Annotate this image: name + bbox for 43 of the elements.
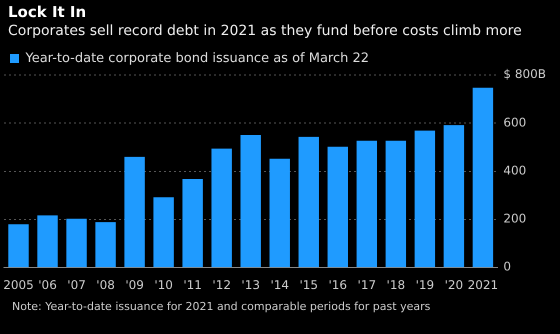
- x-tick-label: '16: [328, 278, 348, 292]
- y-tick-label: 200: [503, 212, 526, 226]
- x-tick-label: '06: [38, 278, 57, 292]
- x-tick-label: 2021: [468, 278, 498, 292]
- bar: [472, 88, 494, 268]
- bar: [37, 215, 58, 268]
- bar: [270, 158, 290, 268]
- bar: [8, 224, 29, 268]
- bar: [182, 179, 203, 268]
- y-tick-label: 400: [503, 163, 526, 178]
- x-tick-label: '19: [416, 278, 434, 292]
- x-tick-label: '10: [154, 278, 173, 292]
- x-tick-label: '14: [270, 278, 290, 292]
- x-tick-label: '08: [96, 278, 115, 292]
- legend-label: Year-to-date corporate bond issuance as of March 22: [24, 50, 370, 66]
- x-tick-label: '15: [299, 278, 318, 292]
- bar: [444, 125, 464, 268]
- x-tick-label: '20: [444, 278, 464, 292]
- x-tick-label: '18: [386, 278, 406, 292]
- bar: [124, 156, 145, 268]
- y-tick-label: $ 800B: [503, 67, 546, 82]
- bar: [66, 218, 87, 268]
- bar: [386, 140, 406, 268]
- chart-title: Lock It In: [8, 3, 86, 21]
- bar: [414, 130, 436, 268]
- x-tick-label: '17: [358, 278, 376, 292]
- bar: [95, 222, 116, 268]
- bar: [153, 197, 174, 268]
- bar: [356, 140, 378, 268]
- bar: [328, 146, 348, 268]
- x-tick-label: '09: [125, 278, 144, 292]
- x-tick-label: '11: [183, 278, 202, 292]
- chart-subtitle: Corporates sell record debt in 2021 as they fund before costs climb more: [8, 23, 522, 39]
- x-tick-label: 2005: [3, 278, 34, 292]
- x-tick-label: '07: [67, 278, 86, 292]
- bar: [240, 134, 261, 268]
- bar: [211, 148, 232, 268]
- y-tick-label: 0: [503, 260, 512, 274]
- text: Note: Year-to-date issuance for 2021 and comparable periods for past years: [12, 300, 430, 314]
- bar: [298, 136, 319, 268]
- x-tick-label: '12: [212, 278, 231, 292]
- y-tick-label: 600: [503, 115, 526, 130]
- x-tick-label: '13: [241, 278, 260, 292]
